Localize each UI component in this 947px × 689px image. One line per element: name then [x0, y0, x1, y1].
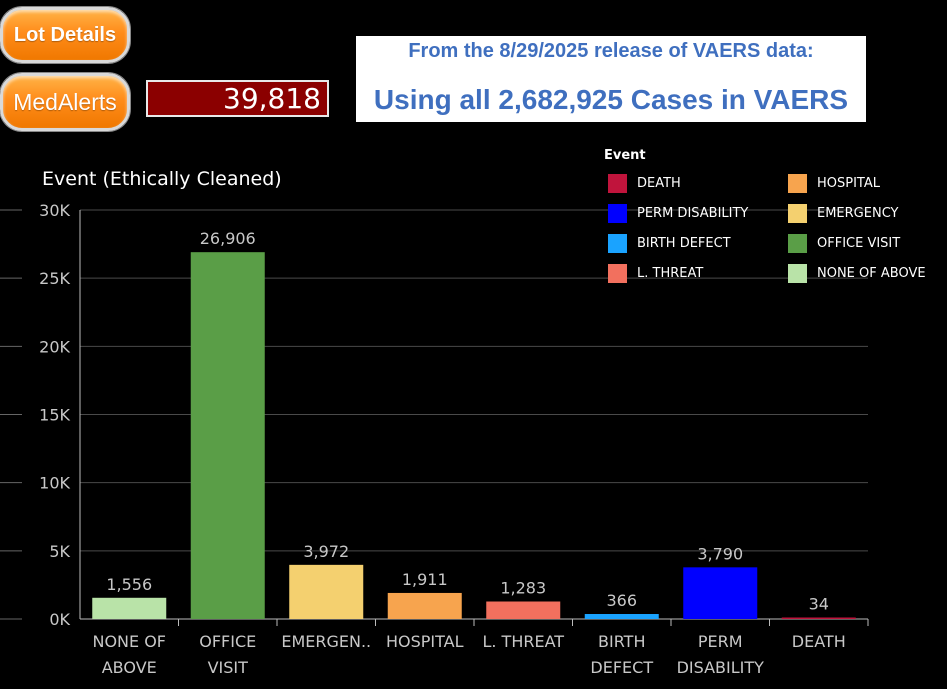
legend-swatch [608, 234, 627, 253]
x-category-label: HOSPITAL [386, 632, 464, 651]
legend-label: PERM DISABILITY [637, 206, 749, 221]
y-tick-label: 15K [39, 406, 70, 425]
x-category-label: NONE OF [92, 632, 166, 651]
legend-item[interactable]: HOSPITAL [788, 174, 880, 193]
legend-swatch [608, 204, 627, 223]
banner-release-line: From the 8/29/2025 release of VAERS data… [408, 40, 814, 62]
y-tick-label: 10K [39, 474, 70, 493]
legend-item[interactable]: L. THREAT [608, 264, 703, 283]
bar-value-label: 1,911 [402, 570, 448, 589]
x-category-label: PERM [698, 632, 743, 651]
y-tick-label: 25K [39, 269, 70, 288]
legend-label: L. THREAT [637, 266, 704, 281]
banner-cases-line: Using all 2,682,925 Cases in VAERS [373, 84, 849, 115]
legend-item[interactable]: OFFICE VISIT [788, 234, 900, 253]
chart-title: Event (Ethically Cleaned) [42, 168, 282, 190]
x-category-label: ABOVE [102, 658, 157, 677]
bar [289, 564, 364, 619]
legend-label: OFFICE VISIT [817, 236, 901, 251]
bar-value-label: 26,906 [200, 229, 256, 248]
legend-swatch [788, 264, 807, 283]
bar [92, 597, 167, 619]
x-category-label: DEFECT [590, 658, 653, 677]
legend-item[interactable]: EMERGENCY [788, 204, 898, 223]
bar-value-label: 3,972 [303, 542, 349, 561]
bar [683, 567, 758, 619]
bar [781, 617, 856, 619]
x-category-label: EMERGEN.. [281, 632, 371, 651]
legend-item[interactable]: PERM DISABILITY [608, 204, 748, 223]
y-tick-label: 5K [49, 542, 70, 561]
x-category-label: DISABILITY [677, 658, 765, 677]
legend-label: HOSPITAL [817, 176, 881, 191]
legend-label: DEATH [637, 176, 681, 191]
legend-title: Event [604, 148, 646, 163]
bar-value-label: 366 [606, 591, 637, 610]
legend-item[interactable]: DEATH [608, 174, 681, 193]
bar [584, 614, 659, 619]
x-category-label: BIRTH [598, 632, 645, 651]
legend-swatch [788, 174, 807, 193]
legend-swatch [608, 174, 627, 193]
release-banner: From the 8/29/2025 release of VAERS data… [356, 36, 866, 122]
bar [387, 592, 462, 619]
legend-label: BIRTH DEFECT [637, 236, 731, 251]
legend-label: EMERGENCY [817, 206, 899, 221]
y-tick-label: 20K [39, 337, 70, 356]
y-tick-label: 0K [49, 610, 70, 629]
y-tick-label: 30K [39, 201, 70, 220]
bar-value-label: 34 [809, 595, 829, 614]
legend-swatch [788, 204, 807, 223]
x-category-label: OFFICE [199, 632, 256, 651]
medalerts-button[interactable]: MedAlerts [0, 73, 130, 131]
legend-swatch [788, 234, 807, 253]
bar-value-label: 1,556 [106, 575, 152, 594]
bar-value-label: 1,283 [500, 579, 546, 598]
x-category-label: DEATH [792, 632, 846, 651]
x-category-label: VISIT [208, 658, 249, 677]
legend-swatch [608, 264, 627, 283]
bar [486, 601, 561, 619]
bar-value-label: 3,790 [697, 544, 743, 563]
legend-item[interactable]: NONE OF ABOVE [788, 264, 926, 283]
bar [190, 252, 265, 620]
x-category-label: L. THREAT [482, 632, 564, 651]
lot-details-button[interactable]: Lot Details [0, 7, 130, 63]
total-count-display: 39,818 [146, 80, 329, 117]
legend-item[interactable]: BIRTH DEFECT [608, 234, 731, 253]
legend-label: NONE OF ABOVE [817, 266, 926, 281]
